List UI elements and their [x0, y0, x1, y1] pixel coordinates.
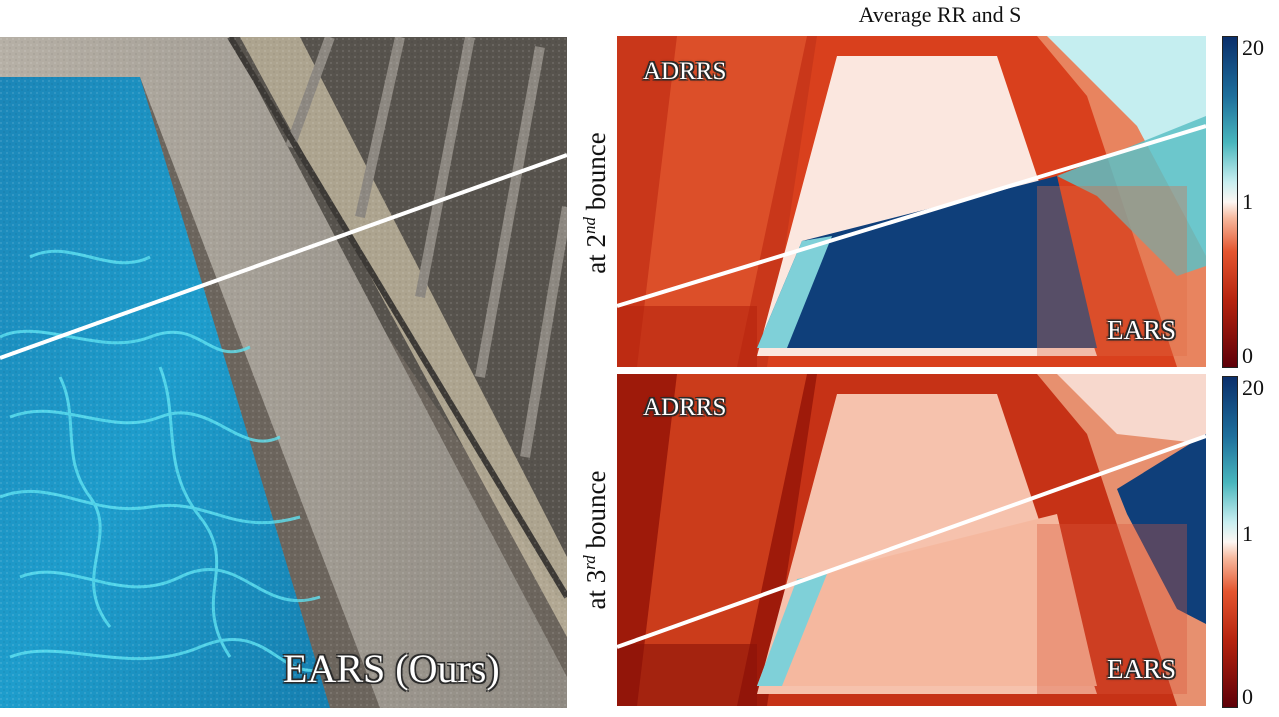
colorbar-row1-min: 0: [1242, 343, 1253, 368]
row1-top-method-label: ADRRS: [643, 58, 727, 85]
render-panel: EARS (Ours): [0, 37, 567, 708]
row2-top-method-label: ADRRS: [643, 394, 727, 421]
colorbar-row2-min: 0: [1242, 684, 1253, 709]
row-label-2nd-bounce: at 2nd bounce: [580, 132, 611, 274]
row2-bottom-method-label: EARS: [1107, 654, 1177, 684]
heatmap-3rd-bounce-image: [617, 374, 1206, 706]
pool-render-image: [0, 37, 567, 708]
colorbar-row1-max: 20: [1242, 35, 1264, 60]
colorbar-row2: [1222, 376, 1238, 708]
colorbar-row2-mid: 1: [1242, 521, 1253, 546]
row-label-3rd-bounce: at 3rd bounce: [580, 470, 611, 610]
figure-title: Average RR and S: [858, 2, 1022, 27]
colorbar-row1-mid: 1: [1242, 189, 1253, 214]
colorbar-row2-max: 20: [1242, 375, 1264, 400]
heatmap-3rd-bounce: ADRRS EARS: [617, 374, 1206, 706]
heatmap-2nd-bounce-image: [617, 36, 1206, 367]
row1-bottom-method-label: EARS: [1107, 315, 1177, 345]
heatmap-2nd-bounce: ADRRS EARS: [617, 36, 1206, 367]
colorbar-row1: [1222, 36, 1238, 368]
main-panel-label: EARS (Ours): [283, 646, 500, 691]
